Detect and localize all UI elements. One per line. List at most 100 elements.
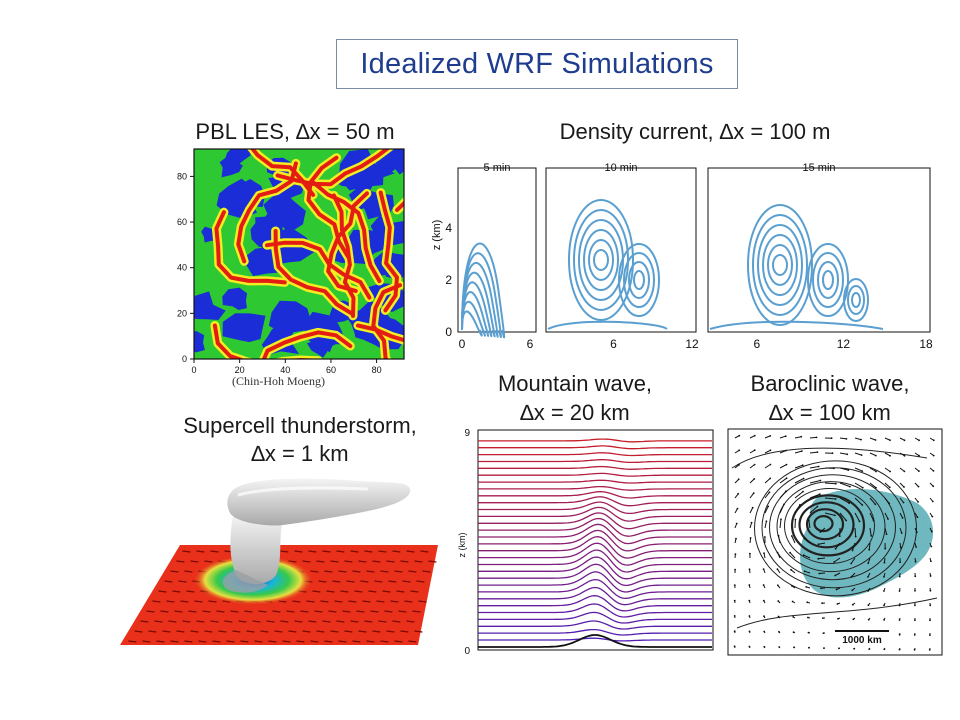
baroclinic-wave-plot: 1000 km xyxy=(727,428,943,656)
pbl-frame xyxy=(193,148,405,360)
mountain-ytick-bottom: 0 xyxy=(464,646,470,657)
mountain-streamline xyxy=(478,628,712,636)
mountain-streamline xyxy=(478,523,712,545)
supercell-updraft xyxy=(230,515,283,584)
mountain-streamline xyxy=(478,536,712,559)
pbl-updraft-core xyxy=(250,149,316,197)
mountain-streamline xyxy=(478,603,712,618)
pbl-blue-region xyxy=(222,287,248,310)
density-xtick: 6 xyxy=(527,337,534,351)
mountain-streamline xyxy=(478,637,712,642)
baroclinic-isobar xyxy=(798,501,855,549)
supercell-title-line1: Supercell thunderstorm, xyxy=(183,413,417,438)
pbl-updraft-core xyxy=(331,193,356,318)
pbl-xtick: 40 xyxy=(280,365,290,375)
density-frame-2: 10 min 6 12 xyxy=(545,162,699,351)
mountain-streamline xyxy=(478,485,712,491)
mountain-streamline xyxy=(478,512,712,530)
pbl-blue-region xyxy=(263,195,306,234)
mountain-terrain xyxy=(478,634,712,648)
mountain-streamline xyxy=(478,438,712,443)
pbl-ytick: 0 xyxy=(182,354,187,364)
mountain-streamline xyxy=(478,465,712,470)
baroclinic-contour xyxy=(736,597,938,629)
pbl-ytick: 80 xyxy=(177,171,187,181)
baroclinic-scale-bg xyxy=(832,628,892,646)
density-title: Density current, ∆x = 100 m xyxy=(559,119,831,144)
density-ylabel: z (km) xyxy=(431,220,443,251)
mountain-streamline xyxy=(478,501,712,515)
baroclinic-isobar xyxy=(784,488,875,564)
density-ytick: 0 xyxy=(445,325,452,339)
pbl-updraft-core xyxy=(273,229,355,316)
pbl-xtick: 60 xyxy=(326,365,336,375)
density-xtick: 6 xyxy=(610,337,617,351)
density-xtick: 18 xyxy=(919,337,933,351)
mountain-ylabel: z (km) xyxy=(457,533,467,558)
pbl-blue-region xyxy=(383,149,404,175)
mountain-streamline xyxy=(478,452,712,457)
density-xtick: 0 xyxy=(459,337,466,351)
pbl-xtick: 80 xyxy=(372,365,382,375)
pbl-ytick: 60 xyxy=(177,217,187,227)
baroclinic-isobar xyxy=(805,508,845,541)
baroclinic-isobar xyxy=(769,474,896,581)
pbl-ytick: 20 xyxy=(177,308,187,318)
mountain-title-line1: Mountain wave, xyxy=(497,371,653,396)
mountain-streamline xyxy=(478,571,712,593)
pbl-updraft-core xyxy=(236,161,298,264)
baroclinic-frame xyxy=(727,428,943,656)
mountain-streamline xyxy=(478,496,712,507)
density-xtick: 12 xyxy=(837,337,851,351)
baroclinic-scale-label: 1000 km xyxy=(842,635,882,646)
baroclinic-isobar xyxy=(776,481,886,573)
supercell-title-line2: ∆x = 1 km xyxy=(251,441,349,466)
baroclinic-contour xyxy=(731,447,928,469)
mountain-streamline xyxy=(478,506,712,522)
mountain-streamline xyxy=(478,517,712,537)
pbl-blue-region xyxy=(194,291,226,320)
pbl-blue-region xyxy=(306,337,332,358)
mountain-frame xyxy=(477,429,714,651)
mountain-streamline xyxy=(478,542,712,566)
density-frame-label: 15 min xyxy=(802,162,835,174)
mountain-streamline xyxy=(478,479,712,484)
mountain-streamline xyxy=(478,549,712,573)
mountain-streamline xyxy=(478,459,712,464)
mountain-streamline xyxy=(478,491,712,499)
mountain-streamline xyxy=(478,620,712,630)
pbl-blue-region xyxy=(255,210,281,227)
pbl-xtick: 20 xyxy=(235,365,245,375)
mountain-streamline xyxy=(478,595,712,612)
mountain-title-line2: ∆x = 20 km xyxy=(520,400,630,425)
density-frame-label: 10 min xyxy=(604,162,637,174)
pbl-updraft-core xyxy=(371,283,402,359)
mountain-streamline xyxy=(478,563,712,587)
pbl-title: PBL LES, ∆x = 50 m xyxy=(195,119,395,144)
pbl-updraft-core xyxy=(326,191,369,293)
density-frame-label: 5 min xyxy=(484,162,511,174)
pbl-blue-region xyxy=(194,331,205,353)
mountain-streamline xyxy=(478,611,712,624)
density-frame-3: 15 min 6 12 18 xyxy=(707,162,933,351)
pbl-blue-region xyxy=(222,313,266,343)
baroclinic-title-line1: Baroclinic wave, xyxy=(750,371,910,396)
baroclinic-isobar xyxy=(813,514,834,533)
density-frame-1: 5 min 0 6 xyxy=(457,162,537,351)
density-xtick: 6 xyxy=(753,337,760,351)
pbl-updraft-core xyxy=(311,180,382,283)
pbl-updraft-core xyxy=(261,330,353,359)
supercell-anvil xyxy=(227,478,411,526)
pbl-updraft-core xyxy=(265,240,372,300)
mountain-streamline xyxy=(478,445,712,450)
mountain-streamline xyxy=(478,578,712,600)
density-xtick: 12 xyxy=(685,337,699,351)
pbl-blue-region xyxy=(354,180,374,192)
pbl-xtick: 0 xyxy=(191,365,196,375)
supercell-render xyxy=(120,478,438,645)
slide-title-box: Idealized WRF Simulations xyxy=(336,39,738,89)
baroclinic-isobar xyxy=(754,460,917,597)
mountain-streamline xyxy=(478,586,712,606)
pbl-blue-region xyxy=(225,149,251,166)
pbl-ytick: 40 xyxy=(177,263,187,273)
